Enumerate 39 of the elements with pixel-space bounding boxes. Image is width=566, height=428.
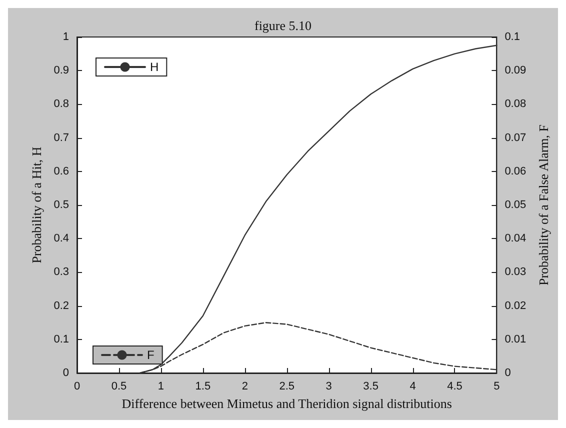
y2-tick-label: 0.01 xyxy=(504,333,526,346)
y2-tick-label: 0.07 xyxy=(504,132,526,144)
x-tick-label: 1.5 xyxy=(195,380,211,392)
legend-label: F xyxy=(147,348,154,362)
y-tick-label: 0.2 xyxy=(54,300,69,312)
x-tick-label: 5 xyxy=(494,380,500,392)
y2-tick-label: 0.03 xyxy=(504,266,526,278)
x-tick-label: 0 xyxy=(74,380,80,392)
x-axis-title: Difference between Mimetus and Theridion signal distributions xyxy=(122,396,452,411)
y2-tick-label: 0.08 xyxy=(504,98,526,110)
chart-title: figure 5.10 xyxy=(254,18,312,33)
y-tick-label: 0.7 xyxy=(54,132,69,144)
y-tick-label: 0.1 xyxy=(54,333,69,346)
x-tick-label: 4.5 xyxy=(447,380,462,392)
y2-tick-label: 0.06 xyxy=(504,165,526,178)
y-tick-label: 0 xyxy=(62,367,69,379)
y-tick-label: 1 xyxy=(62,31,69,43)
x-tick-label: 3.5 xyxy=(363,380,378,392)
x-tick-label: 2.5 xyxy=(279,380,294,392)
x-tick-label: 2 xyxy=(242,380,248,392)
y-tick-label: 0.3 xyxy=(54,266,69,278)
y2-tick-label: 0.04 xyxy=(504,232,526,245)
x-tick-label: 1 xyxy=(158,380,164,392)
x-tick-label: 4 xyxy=(410,380,416,392)
legend-label: H xyxy=(150,60,159,74)
y2-tick-label: 0.1 xyxy=(504,31,520,43)
y2-tick-label: 0 xyxy=(504,367,511,379)
y-tick-label: 0.5 xyxy=(54,199,69,211)
x-tick-label: 0.5 xyxy=(111,380,127,392)
y2-axis-title: Probability of a False Alarm, F xyxy=(536,124,551,286)
y2-tick-label: 0.09 xyxy=(504,64,526,77)
y-tick-label: 0.8 xyxy=(54,98,69,110)
y2-tick-label: 0.05 xyxy=(504,199,526,211)
y2-tick-label: 0.02 xyxy=(504,300,526,312)
y-tick-label: 0.9 xyxy=(54,64,69,77)
y-axis-title: Probability of a Hit, H xyxy=(28,146,44,264)
y-tick-label: 0.4 xyxy=(54,232,69,245)
x-tick-label: 3 xyxy=(326,380,332,392)
y-tick-label: 0.6 xyxy=(54,165,69,178)
